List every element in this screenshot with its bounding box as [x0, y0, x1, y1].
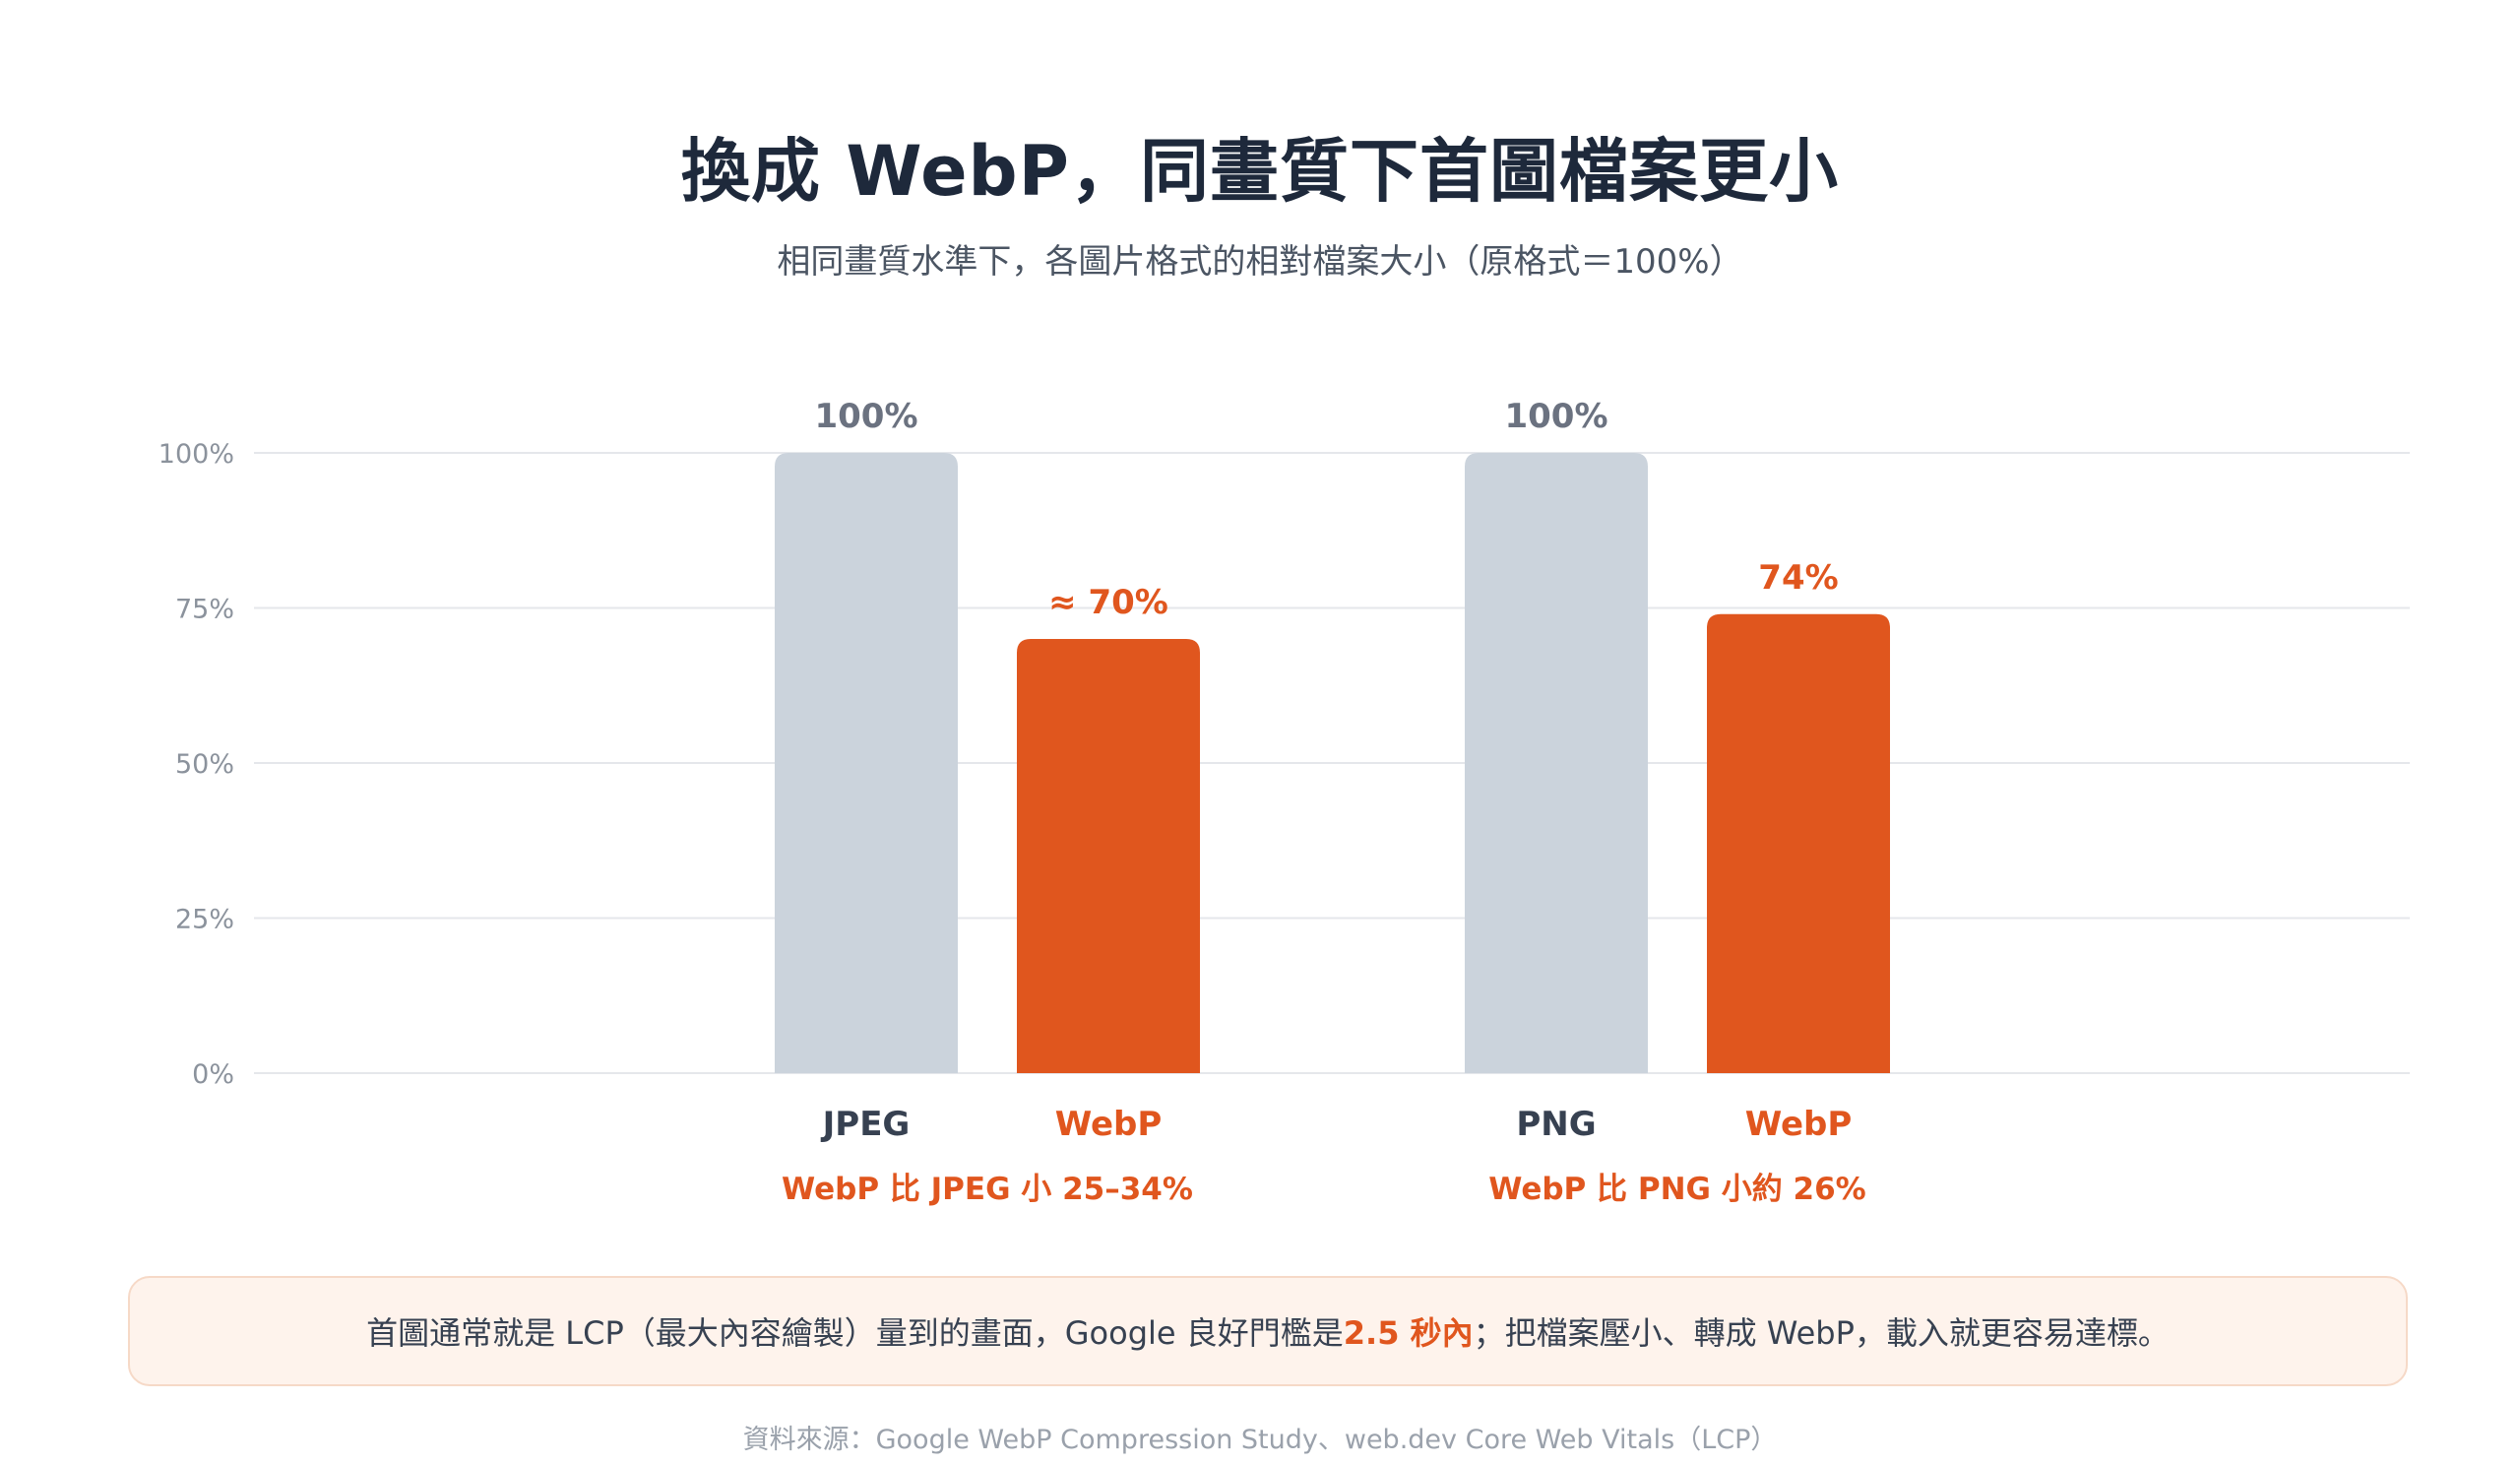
callout-text-before: 首圖通常就是 LCP（最大內容繪製）量到的畫面，Google 良好門檻是 [366, 1314, 1344, 1352]
y-tick-label: 25% [175, 905, 234, 935]
x-category-label: WebP [1055, 1105, 1163, 1144]
y-tick-label: 0% [192, 1059, 234, 1090]
y-tick-label: 100% [158, 439, 234, 470]
y-tick-label: 75% [175, 595, 234, 625]
callout-text-after: ；把檔案壓小、轉成 WebP，載入就更容易達標。 [1473, 1314, 2170, 1352]
data-label: 100% [814, 397, 917, 436]
callout-highlight: 2.5 秒內 [1343, 1314, 1474, 1352]
x-category-label: PNG [1516, 1105, 1596, 1144]
x-category-label: JPEG [821, 1105, 911, 1144]
bar-png-1 [1465, 453, 1648, 1073]
chart-subtitle: 相同畫質水準下，各圖片格式的相對檔案大小（原格式＝100%） [777, 242, 1743, 282]
bar-jpeg-0 [775, 453, 958, 1073]
data-label: ≈ 70% [1048, 583, 1168, 622]
chart-title: 換成 WebP，同畫質下首圖檔案更小 [681, 131, 1839, 212]
lcp-callout: 首圖通常就是 LCP（最大內容繪製）量到的畫面，Google 良好門檻是 2.5… [128, 1276, 2408, 1386]
group-caption: WebP 比 PNG 小約 26% [1488, 1172, 1866, 1207]
y-tick-label: 50% [175, 749, 234, 780]
data-label: 100% [1504, 397, 1607, 436]
x-category-label: WebP [1745, 1105, 1853, 1144]
source-note: 資料來源：Google WebP Compression Study、web.d… [742, 1425, 1778, 1455]
bar-webp-0 [1017, 639, 1200, 1073]
group-caption: WebP 比 JPEG 小 25–34% [782, 1172, 1193, 1207]
data-label: 74% [1758, 558, 1838, 598]
bar-webp-1 [1707, 613, 1890, 1073]
